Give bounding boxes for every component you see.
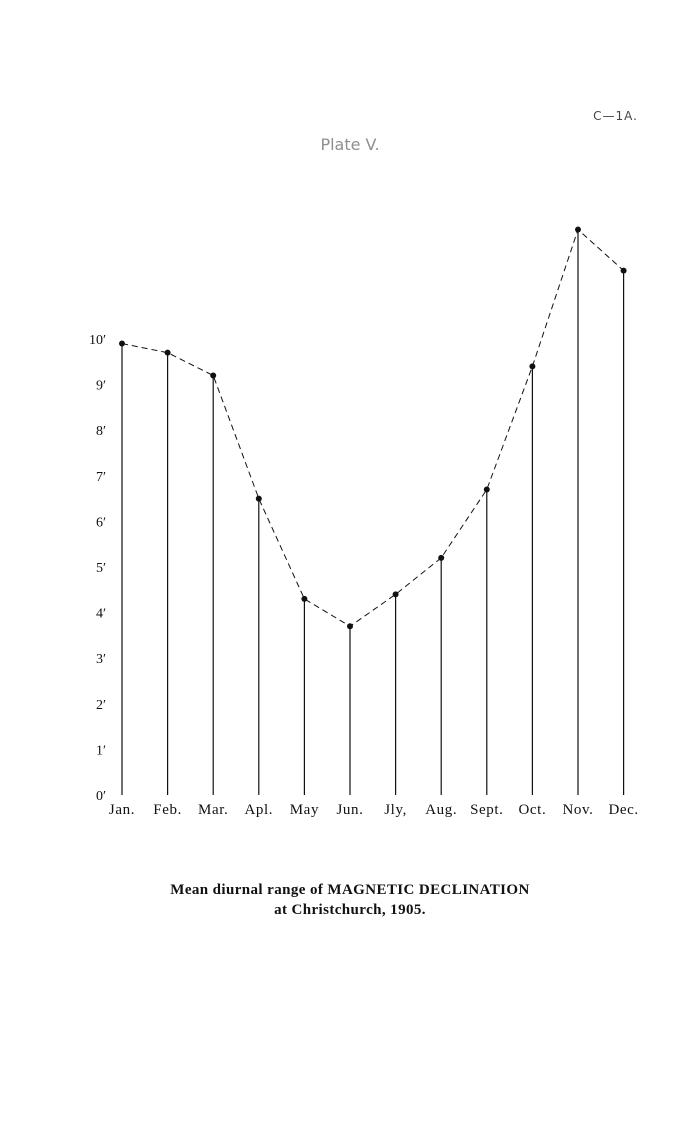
y-tick-label: 8′ [96,424,106,439]
x-tick-label: Jly, [384,802,407,818]
data-point-7 [392,591,399,598]
x-tick-label: Nov. [562,802,593,818]
x-tick-label: Aug. [425,802,457,818]
data-point-6 [347,623,353,630]
data-point-1 [119,340,125,347]
y-tick-label: 1′ [96,743,106,758]
data-points [119,226,627,630]
page-reference: C—1A. [593,109,638,123]
data-point-3 [210,372,217,379]
x-tick-label: Jan. [109,802,135,818]
chart-caption: Mean diurnal range of MAGNETIC DECLINATI… [0,880,700,920]
y-tick-label: 2′ [96,698,106,713]
x-tick-label: Oct. [518,802,546,818]
x-tick-label: Jun. [337,802,364,818]
x-tick-label: Mar. [198,802,228,818]
y-tick-label: 0′ [96,789,106,804]
y-axis-tick-labels: 0′ 1′ 2′ 3′ 4′ 5′ 6′ 7′ 8′ 9′ 10′ [89,333,106,804]
y-tick-label: 7′ [96,470,106,485]
data-point-9 [483,486,490,493]
data-point-8 [438,554,445,561]
declination-chart: 0′ 1′ 2′ 3′ 4′ 5′ 6′ 7′ 8′ 9′ 10′ Jan. Feb. Mar. Apl.… [89,226,638,818]
x-tick-label: Feb. [153,802,182,818]
data-point-5 [301,595,308,602]
y-tick-label: 3′ [96,652,106,667]
data-point-12 [620,267,627,274]
x-tick-label: May [290,802,319,818]
x-tick-label: Dec. [608,802,638,818]
caption-line-2: at Christchurch, 1905. [274,902,426,918]
data-point-2 [164,349,171,356]
x-tick-label: Apl. [244,802,273,818]
x-axis-tick-labels: Jan. Feb. Mar. Apl. May Jun. Jly, Aug. Sept. Oct.… [109,802,638,818]
series-line [121,228,624,627]
data-point-10 [529,363,536,370]
y-tick-label: 9′ [96,379,106,394]
caption-line-1: Mean diurnal range of MAGNETIC DECLINATI… [170,882,530,898]
y-tick-label: 6′ [96,515,106,530]
y-tick-label: 4′ [96,607,106,622]
data-point-4 [255,495,262,502]
y-tick-label: 10′ [89,333,106,348]
x-tick-label: Sept. [470,802,503,818]
data-point-11 [575,226,581,233]
drop-lines [121,229,625,795]
plate-title: Plate V. [320,135,380,154]
y-tick-label: 5′ [96,561,106,576]
